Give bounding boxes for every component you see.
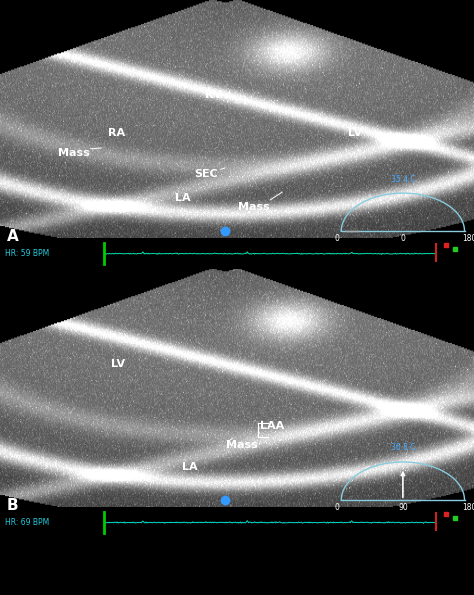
- Text: LV: LV: [111, 359, 126, 369]
- Text: HR: 59 BPM: HR: 59 BPM: [5, 249, 49, 258]
- Text: Mass: Mass: [226, 440, 257, 450]
- Text: HR: 69 BPM: HR: 69 BPM: [5, 518, 49, 527]
- Text: 180: 180: [462, 503, 474, 512]
- Text: 35.4 C: 35.4 C: [391, 174, 415, 183]
- Text: LA: LA: [175, 193, 190, 203]
- Text: 0: 0: [401, 234, 405, 243]
- Text: LAA: LAA: [260, 421, 285, 431]
- Text: 90: 90: [398, 503, 408, 512]
- Text: 0: 0: [334, 503, 339, 512]
- Text: Figure 1. (A) Biatrial masses and spontaneous echo contrast: Figure 1. (A) Biatrial masses and sponta…: [110, 552, 364, 561]
- Text: B: B: [7, 498, 19, 513]
- Text: RA: RA: [108, 129, 125, 139]
- Text: RV: RV: [205, 90, 222, 101]
- Text: SEC: SEC: [194, 169, 218, 179]
- Text: LA: LA: [182, 462, 197, 472]
- Text: 36.8 C: 36.8 C: [391, 443, 415, 452]
- Text: A: A: [7, 229, 19, 244]
- Text: Mass: Mass: [238, 202, 269, 212]
- Text: Mass: Mass: [58, 148, 89, 158]
- Text: LV: LV: [348, 129, 363, 139]
- Text: 0: 0: [334, 234, 339, 243]
- Text: 180: 180: [462, 234, 474, 243]
